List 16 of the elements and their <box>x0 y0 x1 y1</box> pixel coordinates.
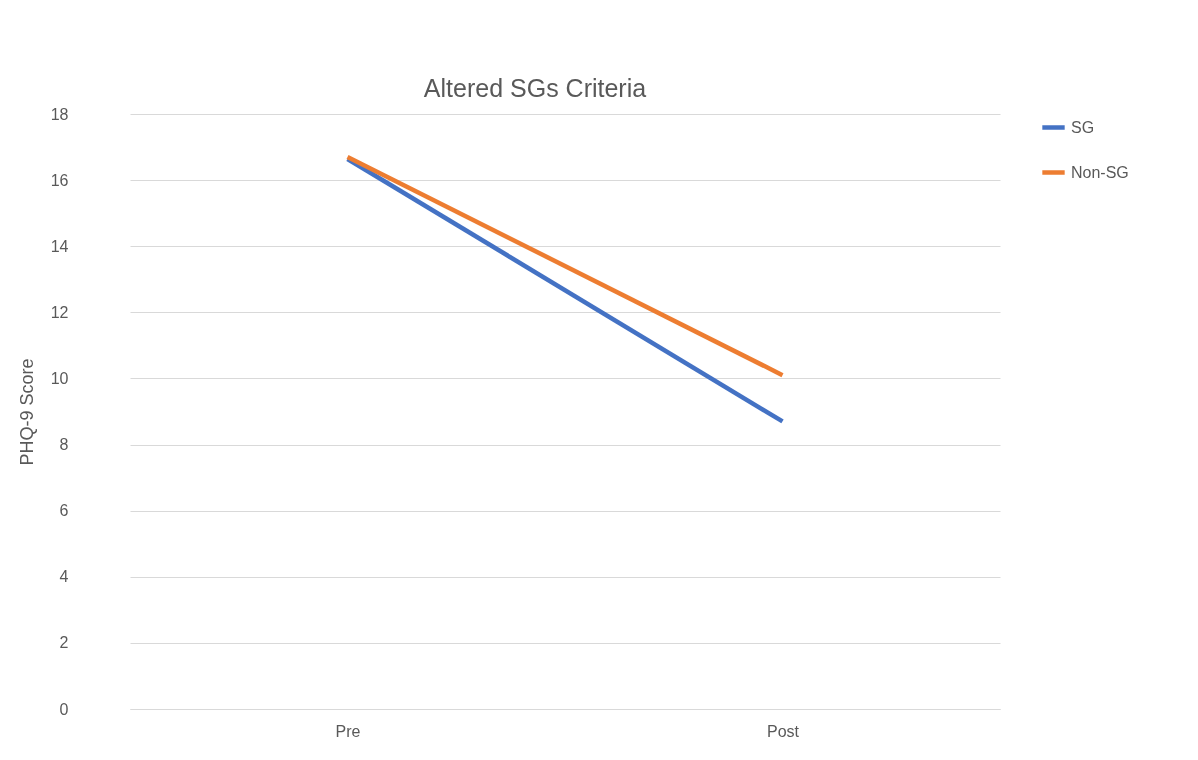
legend-label: Non-SG <box>1071 163 1129 181</box>
y-tick-label: 4 <box>59 568 69 586</box>
y-tick-label: 10 <box>50 369 69 387</box>
y-tick-label: 2 <box>59 634 69 652</box>
x-tick-label: Pre <box>335 722 361 740</box>
y-tick-label: 6 <box>59 502 69 520</box>
y-tick-label: 12 <box>50 303 69 321</box>
x-tick-label: Post <box>766 722 800 740</box>
y-tick-label: 0 <box>59 700 69 718</box>
y-tick-label: 16 <box>50 171 69 189</box>
y-tick-label: 18 <box>50 105 69 123</box>
legend-label: SG <box>1071 118 1095 136</box>
y-tick-label: 14 <box>50 237 69 255</box>
y-tick-label: 8 <box>59 436 69 454</box>
y-axis-title: PHQ-9 Score <box>16 358 37 466</box>
chart-title: Altered SGs Criteria <box>423 74 647 102</box>
